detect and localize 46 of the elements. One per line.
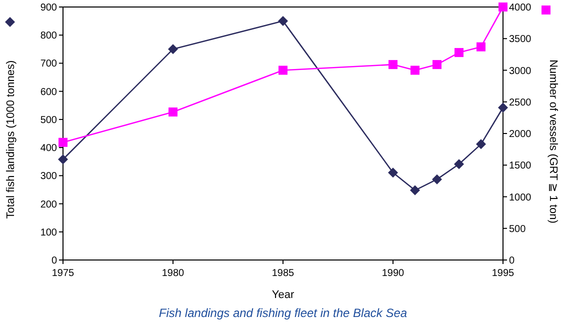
point [432, 60, 442, 70]
y2-tick-label: 4000 [509, 2, 532, 14]
x-axis-title: Year [272, 289, 294, 301]
x-tick-label: 1980 [162, 268, 185, 279]
y2-tick-label: 1000 [509, 192, 532, 204]
y-tick-label: 200 [40, 199, 58, 210]
point [432, 174, 442, 184]
y2-tick-label: 3000 [509, 66, 532, 77]
point [476, 139, 486, 150]
point [410, 66, 420, 75]
y2-axis-title: Number of vessels (GRT ≧ 1 ton) [547, 60, 559, 224]
y-tick-label: 300 [40, 171, 58, 182]
y-tick-label: 100 [40, 227, 58, 238]
text: Fish landings and fishing fleet in the Black Sea [158, 306, 408, 320]
x-tick-label: 1995 [492, 268, 515, 279]
y-tick-label: 0 [51, 256, 58, 266]
y-tick-label: 600 [40, 86, 58, 98]
y-tick-label: 500 [40, 114, 58, 126]
x-tick-label: 1990 [382, 268, 405, 279]
point [58, 138, 68, 147]
y2-tick-label: 3500 [509, 34, 532, 46]
y2-tick-label: 1500 [509, 160, 532, 172]
point [388, 168, 398, 178]
y-tick-label: 800 [40, 30, 58, 42]
point [498, 2, 508, 12]
y2-tick-label: 500 [509, 224, 526, 235]
point [278, 16, 288, 26]
point [410, 185, 420, 196]
y-axis-title: Total fish landings (1000 tonnes) [5, 60, 17, 219]
point [278, 66, 288, 75]
y-tick-label: 400 [40, 143, 58, 154]
point [168, 107, 178, 116]
y2-tick-label: 0 [509, 256, 515, 266]
y2-tick-label: 2000 [509, 129, 532, 140]
y-tick-label: 900 [40, 2, 58, 14]
point [454, 48, 464, 58]
x-tick-label: 1975 [52, 268, 75, 279]
y2-tick-label: 2500 [509, 97, 532, 108]
point [476, 42, 486, 52]
point [498, 102, 508, 113]
x-tick-label: 1985 [272, 268, 295, 279]
point [454, 159, 464, 170]
point [388, 60, 398, 70]
point [168, 44, 178, 54]
point [58, 154, 68, 164]
y-tick-label: 700 [40, 58, 58, 70]
